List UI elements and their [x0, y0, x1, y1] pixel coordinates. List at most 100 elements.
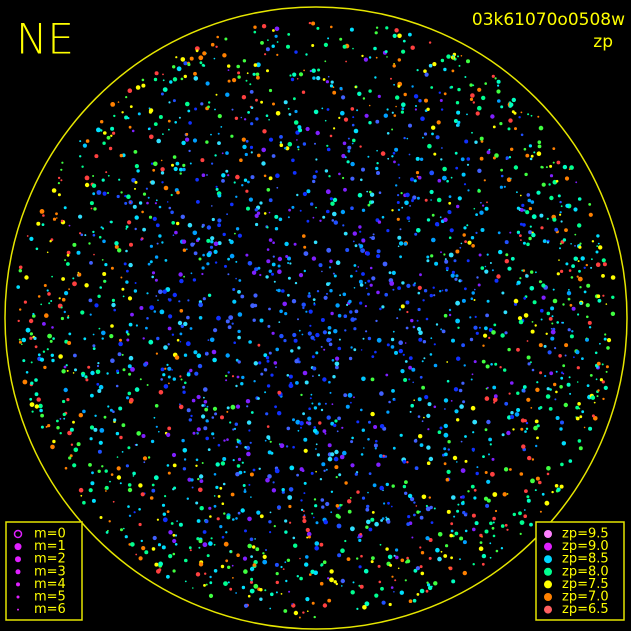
star-dot [575, 405, 580, 410]
star-dot [40, 303, 43, 306]
star-dot [205, 419, 209, 423]
star-dot [48, 302, 51, 305]
star-dot [352, 231, 357, 236]
star-dot [453, 387, 459, 392]
star-dot [378, 454, 383, 458]
star-dot [285, 579, 288, 583]
star-dot [327, 37, 330, 40]
star-dot [283, 609, 288, 613]
star-dot [172, 538, 177, 544]
star-dot [227, 69, 230, 71]
star-dot [50, 353, 54, 357]
star-dot [527, 455, 532, 461]
star-dot [457, 326, 460, 329]
star-dot [262, 559, 268, 565]
star-dot [350, 176, 355, 181]
star-dot [34, 378, 38, 382]
star-dot [577, 260, 580, 263]
star-dot [216, 35, 219, 39]
star-dot [179, 172, 182, 175]
star-dot [464, 240, 467, 244]
star-dot [293, 543, 298, 548]
star-dot [550, 328, 553, 330]
star-dot [288, 374, 293, 379]
star-dot [375, 319, 378, 323]
star-dot [201, 462, 204, 464]
star-dot [525, 274, 529, 278]
star-dot [237, 360, 241, 364]
star-dot [206, 405, 209, 408]
star-dot [79, 232, 82, 235]
star-dot [536, 424, 540, 428]
star-dot [128, 322, 133, 327]
star-dot [486, 253, 489, 256]
m-legend-symbol [15, 556, 21, 563]
star-dot [402, 353, 405, 356]
star-dot [492, 492, 498, 497]
star-dot [523, 209, 526, 212]
star-dot [361, 272, 365, 276]
star-dot [92, 175, 95, 177]
star-dot [30, 361, 33, 364]
star-dot [286, 558, 291, 562]
star-dot [66, 262, 70, 266]
star-dot [454, 277, 458, 281]
star-dot [105, 171, 108, 174]
star-dot [337, 515, 341, 519]
star-dot [597, 389, 600, 392]
star-dot [490, 114, 495, 119]
star-dot [551, 315, 554, 318]
star-dot [390, 77, 392, 80]
star-dot [590, 395, 596, 400]
star-dot [199, 61, 203, 65]
star-dot [213, 569, 218, 573]
star-dot [463, 226, 467, 230]
star-dot [367, 203, 371, 207]
star-dot [231, 322, 234, 325]
star-dot [156, 138, 161, 144]
star-dot [458, 388, 463, 393]
star-dot [134, 215, 139, 220]
star-dot [293, 338, 298, 343]
star-dot [202, 51, 207, 56]
star-dot [530, 478, 535, 484]
star-dot [335, 356, 340, 361]
star-dot [324, 402, 327, 405]
star-dot [450, 522, 454, 526]
star-dot [193, 76, 199, 81]
star-dot [568, 376, 571, 379]
star-dot [130, 367, 135, 372]
star-dot [151, 275, 154, 279]
star-dot [198, 302, 204, 308]
star-dot [79, 155, 82, 158]
star-dot [128, 372, 132, 376]
star-dot [365, 507, 370, 512]
star-dot [342, 176, 345, 180]
star-dot [326, 415, 331, 420]
star-dot [529, 361, 532, 364]
star-dot [382, 454, 385, 458]
star-dot [108, 146, 113, 151]
star-dot [56, 426, 60, 430]
star-dot [373, 425, 378, 429]
star-dot [545, 332, 548, 335]
star-dot [556, 160, 561, 165]
star-dot [437, 178, 442, 183]
star-dot [125, 280, 129, 284]
star-dot [42, 322, 46, 326]
star-dot [215, 45, 218, 48]
star-dot [213, 473, 217, 476]
star-dot [413, 399, 416, 402]
star-dot [578, 446, 583, 451]
star-dot [324, 60, 327, 63]
star-dot [486, 498, 491, 503]
star-dot [370, 560, 374, 564]
star-dot [241, 375, 245, 380]
star-dot [32, 314, 36, 318]
star-dot [469, 83, 473, 87]
star-dot [529, 286, 535, 291]
star-dot [440, 550, 443, 553]
star-dot [562, 164, 568, 170]
star-dot [106, 135, 111, 140]
star-dot [538, 125, 544, 131]
